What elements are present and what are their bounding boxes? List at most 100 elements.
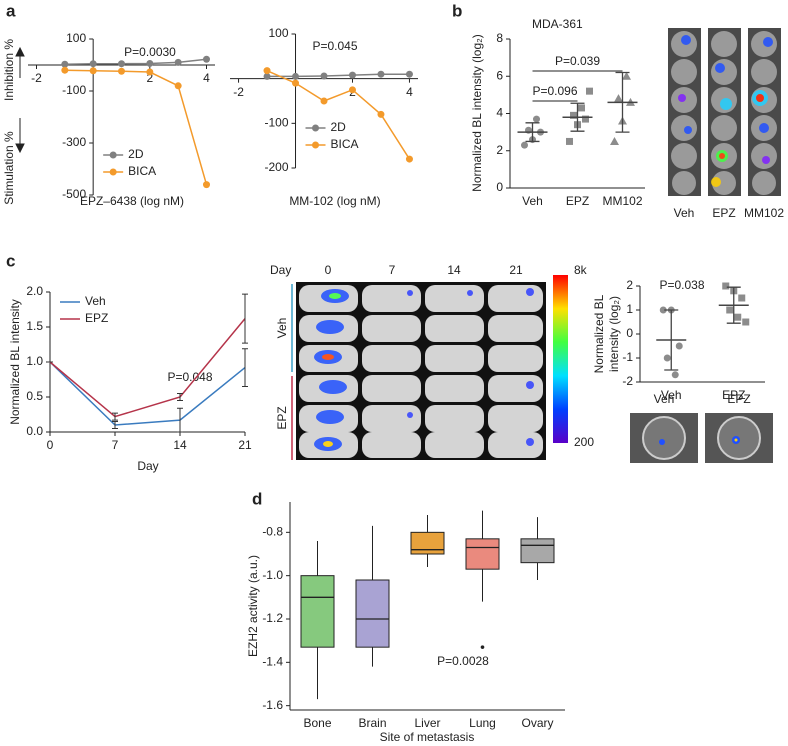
x-axis-label: Day: [137, 459, 158, 473]
legend-swatch: [312, 141, 320, 149]
point: [671, 371, 679, 379]
annotation: P=0.0030: [124, 45, 176, 59]
y-tick-label: -1: [622, 350, 633, 364]
legend-label: BICA: [128, 164, 156, 178]
bl-images: [668, 28, 781, 196]
point: [578, 104, 585, 112]
point: [174, 82, 182, 90]
error-bar: [242, 293, 248, 344]
y-axis-label: Normalized BL intensity: [8, 299, 22, 425]
y-axis-label: Normalized BL: [592, 294, 606, 373]
image-label: EPZ: [275, 406, 289, 429]
x-axis-label: MM-102 (log nM): [289, 194, 380, 208]
y-tick-label: 0: [626, 326, 633, 340]
x-tick-label: Veh: [661, 388, 682, 402]
y-tick-label: 2.0: [26, 284, 43, 298]
point: [61, 66, 69, 74]
colorbar-label: 200: [574, 435, 594, 449]
point: [146, 59, 154, 67]
point: [377, 70, 385, 78]
image-label: MM102: [744, 206, 784, 220]
x-tick-label: EPZ: [566, 194, 589, 208]
point: [663, 354, 671, 362]
y-tick-label: -100: [264, 116, 288, 130]
y-axis-label: Stimulation %: [2, 131, 16, 205]
comparison-label: P=0.096: [532, 84, 577, 98]
y-tick-label: -0.8: [262, 525, 283, 539]
image-label: Veh: [674, 206, 695, 220]
series-line: [49, 361, 246, 426]
y-tick-label: -2: [622, 374, 633, 388]
x-tick-label: EPZ: [722, 388, 745, 402]
box: [410, 531, 445, 555]
sd-bar: [664, 309, 679, 371]
image-label: EPZ: [712, 206, 735, 220]
x-tick-label: Bone: [303, 716, 331, 730]
legend-swatch: [109, 151, 117, 159]
x-tick-label: -2: [31, 71, 42, 85]
point: [203, 181, 210, 189]
image-label: EPZ: [727, 392, 750, 406]
point: [610, 136, 619, 145]
point: [89, 67, 97, 75]
y-tick-label: 0: [496, 180, 503, 194]
legend-label: EPZ: [85, 311, 108, 325]
sd-bar: [525, 122, 540, 143]
y-tick-label: 2: [496, 143, 503, 157]
panel-label: d: [252, 489, 262, 508]
y-tick-label: 1.5: [26, 319, 43, 333]
x-tick-label: 14: [173, 438, 187, 452]
y-tick-label: 100: [66, 31, 86, 45]
point: [263, 72, 271, 80]
annotation: P=0.048: [167, 370, 212, 384]
annotation: P=0.045: [312, 39, 357, 53]
x-tick-label: 4: [406, 85, 413, 99]
point: [742, 318, 750, 326]
legend-label: Veh: [85, 294, 106, 308]
legend-label: 2D: [128, 147, 144, 161]
y-tick-label: -100: [62, 83, 86, 97]
point: [582, 115, 589, 123]
subtitle: MDA-361: [532, 17, 583, 31]
series-line: [64, 58, 207, 65]
point: [61, 60, 69, 68]
mouse-images: [291, 275, 568, 460]
series-line: [266, 69, 411, 160]
point: [118, 67, 125, 75]
image-label: Day: [270, 263, 291, 277]
legend-label: 2D: [331, 120, 347, 134]
y-tick-label: 1: [626, 302, 633, 316]
x-tick-label: Lung: [469, 716, 496, 730]
x-tick-label: Ovary: [521, 716, 553, 730]
sd-bar: [726, 286, 741, 324]
y-tick-label: -1.6: [262, 698, 283, 712]
point: [622, 71, 631, 80]
y-tick-label: -1.4: [262, 655, 283, 669]
panel-label: c: [6, 251, 15, 270]
annotation: P=0.0028: [437, 654, 489, 668]
comparison-label: P=0.039: [555, 54, 600, 68]
point: [203, 55, 210, 63]
y-tick-label: 4: [496, 106, 503, 120]
point: [348, 86, 356, 94]
y-axis-label: Normalized BL intensity (log₂): [470, 34, 484, 192]
point: [292, 72, 300, 80]
point: [675, 342, 683, 350]
y-axis-label: Inhibition %: [2, 39, 16, 101]
x-tick-label: 2: [146, 71, 153, 85]
series-line: [49, 318, 246, 418]
well-images: [630, 413, 773, 463]
error-bar: [112, 421, 118, 429]
x-tick-label: 4: [203, 71, 210, 85]
error-bar: [177, 407, 183, 433]
x-tick-label: MM102: [602, 194, 642, 208]
point: [521, 141, 528, 149]
y-tick-label: 0.0: [26, 424, 43, 438]
y-axis-label: intensity (log₂): [607, 296, 621, 372]
x-tick-label: 7: [112, 438, 119, 452]
error-bar: [177, 393, 183, 401]
point: [570, 111, 577, 119]
axis-arrows: [15, 46, 25, 154]
point: [734, 313, 742, 321]
sd-bar: [615, 71, 630, 133]
